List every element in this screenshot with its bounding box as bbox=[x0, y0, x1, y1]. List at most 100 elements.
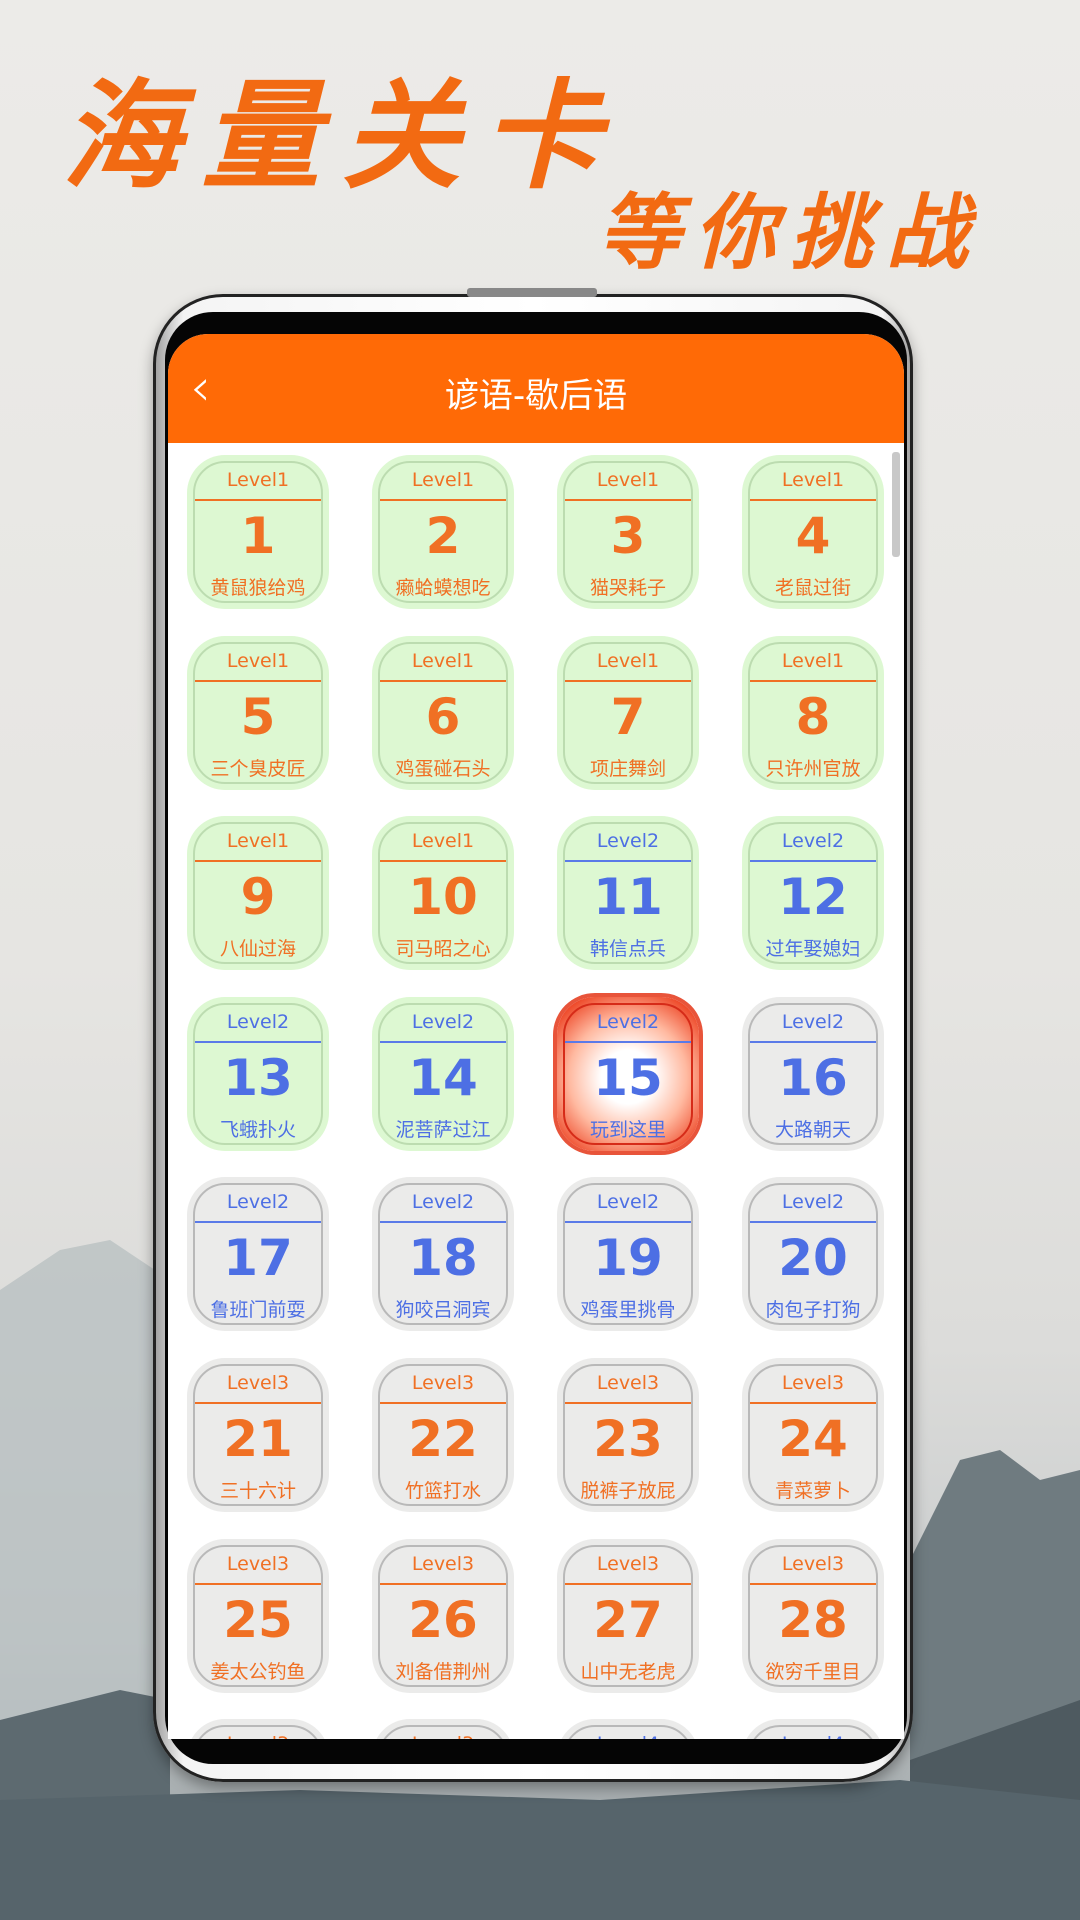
level-tier: Level3 bbox=[781, 1372, 845, 1394]
level-card-inner: Level3 24 青菜萝卜 bbox=[748, 1364, 878, 1506]
level-proverb: 姜太公钓鱼 bbox=[210, 1660, 306, 1683]
level-card[interactable]: Level4 bbox=[742, 1719, 884, 1739]
level-proverb: 青菜萝卜 bbox=[774, 1480, 851, 1502]
level-number: 6 bbox=[425, 687, 461, 746]
level-proverb: 泥菩萨过江 bbox=[395, 1118, 491, 1141]
level-card[interactable]: Level2 14 泥菩萨过江 bbox=[372, 996, 514, 1151]
level-card-inner: Level1 4 老鼠过街 bbox=[748, 461, 878, 603]
level-card[interactable]: Level1 7 项庄舞剑 bbox=[557, 635, 699, 790]
level-number: 8 bbox=[795, 687, 831, 746]
level-tier: Level2 bbox=[781, 830, 845, 853]
level-card[interactable]: Level2 18 狗咬吕洞宾 bbox=[372, 1177, 514, 1332]
level-card[interactable]: Level1 8 只许州官放 bbox=[742, 635, 884, 790]
level-card[interactable]: Level1 9 八仙过海 bbox=[187, 816, 329, 971]
level-proverb: 司马昭之心 bbox=[395, 938, 491, 961]
level-card[interactable]: Level2 17 鲁班门前耍 bbox=[187, 1177, 329, 1332]
level-divider bbox=[565, 1221, 691, 1224]
back-button[interactable]: ‹ bbox=[190, 362, 230, 414]
level-number: 22 bbox=[408, 1410, 478, 1468]
level-card[interactable]: Level3 23 脱裤子放屁 bbox=[557, 1358, 699, 1512]
level-card[interactable]: Level1 3 猫哭耗子 bbox=[557, 455, 699, 609]
level-card[interactable]: Level2 16 大路朝天 bbox=[742, 996, 884, 1151]
level-proverb: 肉包子打狗 bbox=[765, 1299, 861, 1322]
level-card[interactable]: Level2 11 韩信点兵 bbox=[557, 816, 699, 971]
promo-subheadline: 等你挑战 bbox=[598, 185, 982, 281]
level-card[interactable]: Level2 13 飞蛾扑火 bbox=[187, 996, 329, 1151]
level-number: 9 bbox=[240, 868, 276, 927]
level-card[interactable]: Level3 26 刘备借荆州 bbox=[372, 1538, 514, 1693]
level-card[interactable]: Level1 5 三个臭皮匠 bbox=[187, 635, 329, 790]
level-tier: Level2 bbox=[596, 1010, 660, 1033]
level-card[interactable]: Level2 19 鸡蛋里挑骨 bbox=[557, 1177, 699, 1332]
level-tier: Level3 bbox=[411, 1372, 475, 1394]
level-tier: Level2 bbox=[411, 1010, 475, 1033]
level-divider bbox=[750, 1402, 876, 1404]
level-card[interactable]: Level3 28 欲穷千里目 bbox=[742, 1538, 884, 1693]
level-divider bbox=[750, 679, 876, 682]
level-tier: Level4 bbox=[565, 1733, 691, 1739]
level-proverb: 韩信点兵 bbox=[589, 938, 666, 961]
level-tier: Level2 bbox=[596, 1191, 660, 1214]
level-tier: Level3 bbox=[596, 1372, 660, 1394]
level-divider bbox=[750, 1221, 876, 1224]
level-card-inner: Level2 20 肉包子打狗 bbox=[748, 1183, 878, 1326]
level-divider bbox=[565, 1582, 691, 1585]
level-card[interactable]: Level3 22 竹篮打水 bbox=[372, 1358, 514, 1512]
level-tier: Level1 bbox=[411, 469, 475, 491]
level-card-inner: Level1 10 司马昭之心 bbox=[378, 822, 508, 965]
level-tier: Level3 bbox=[596, 1552, 660, 1575]
level-divider bbox=[195, 1402, 321, 1404]
level-tier: Level2 bbox=[411, 1191, 475, 1214]
level-proverb: 飞蛾扑火 bbox=[219, 1118, 296, 1141]
level-number: 13 bbox=[223, 1048, 293, 1107]
level-tier: Level2 bbox=[781, 1010, 845, 1033]
level-card-inner: Level2 12 过年娶媳妇 bbox=[748, 822, 878, 965]
level-card[interactable]: Level1 1 黄鼠狼给鸡 bbox=[187, 455, 329, 609]
level-proverb: 三个臭皮匠 bbox=[210, 757, 306, 780]
scrollbar[interactable] bbox=[892, 452, 900, 557]
level-card[interactable]: Level3 25 姜太公钓鱼 bbox=[187, 1538, 329, 1693]
level-tier: Level3 bbox=[195, 1733, 321, 1739]
level-card[interactable]: Level3 27 山中无老虎 bbox=[557, 1538, 699, 1693]
level-divider bbox=[565, 679, 691, 682]
level-card[interactable]: Level3 21 三十六计 bbox=[187, 1358, 329, 1512]
level-card[interactable]: Level1 2 癞蛤蟆想吃 bbox=[372, 455, 514, 609]
level-tier: Level2 bbox=[226, 1191, 290, 1214]
level-card[interactable]: Level1 4 老鼠过街 bbox=[742, 455, 884, 609]
level-card[interactable]: Level1 6 鸡蛋碰石头 bbox=[372, 635, 514, 790]
level-tier: Level3 bbox=[226, 1372, 290, 1394]
level-proverb: 大路朝天 bbox=[774, 1118, 851, 1141]
level-proverb: 老鼠过街 bbox=[774, 577, 851, 599]
level-proverb: 黄鼠狼给鸡 bbox=[210, 577, 306, 599]
level-card[interactable]: Level2 12 过年娶媳妇 bbox=[742, 816, 884, 971]
level-card[interactable]: Level3 24 青菜萝卜 bbox=[742, 1358, 884, 1512]
level-card-inner: Level3 23 脱裤子放屁 bbox=[563, 1364, 693, 1506]
level-card[interactable]: Level3 bbox=[372, 1719, 514, 1739]
level-card[interactable]: Level2 20 肉包子打狗 bbox=[742, 1177, 884, 1332]
level-proverb: 癞蛤蟆想吃 bbox=[395, 577, 491, 599]
level-divider bbox=[195, 679, 321, 682]
level-card-inner: Level1 3 猫哭耗子 bbox=[563, 461, 693, 603]
level-tier: Level3 bbox=[411, 1552, 475, 1575]
level-card[interactable]: Level2 15 玩到这里 bbox=[557, 996, 699, 1151]
app-header: ‹ 谚语-歇后语 bbox=[168, 334, 904, 443]
level-tier: Level2 bbox=[781, 1191, 845, 1214]
level-card-inner: Level1 2 癞蛤蟆想吃 bbox=[378, 461, 508, 603]
level-number: 24 bbox=[778, 1410, 848, 1468]
level-divider bbox=[565, 860, 691, 863]
level-tier: Level1 bbox=[781, 469, 845, 491]
level-tier: Level1 bbox=[411, 830, 475, 853]
level-divider bbox=[195, 1040, 321, 1043]
level-number: 25 bbox=[223, 1590, 293, 1649]
level-card-inner: Level2 15 玩到这里 bbox=[563, 1002, 693, 1145]
level-divider bbox=[750, 1582, 876, 1585]
level-divider bbox=[565, 1402, 691, 1404]
level-number: 20 bbox=[778, 1229, 848, 1288]
level-card[interactable]: Level1 10 司马昭之心 bbox=[372, 816, 514, 971]
level-proverb: 鸡蛋碰石头 bbox=[395, 757, 491, 780]
level-card[interactable]: Level4 bbox=[557, 1719, 699, 1739]
level-number: 3 bbox=[610, 507, 646, 565]
level-tier: Level1 bbox=[411, 649, 475, 672]
level-proverb: 鸡蛋里挑骨 bbox=[580, 1299, 676, 1322]
level-card[interactable]: Level3 bbox=[187, 1719, 329, 1739]
